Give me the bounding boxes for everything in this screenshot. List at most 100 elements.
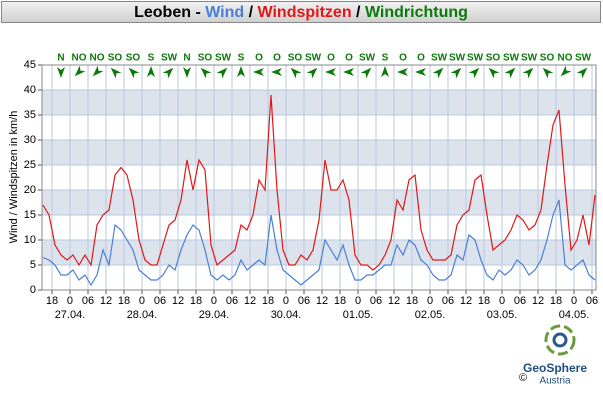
x-tick-label: 0: [67, 295, 73, 307]
x-tick-label: 06: [226, 295, 238, 307]
direction-label: S: [148, 53, 155, 64]
x-tick-label: 06: [586, 295, 598, 307]
direction-arrow: [576, 67, 588, 79]
direction-arrow: [183, 67, 191, 78]
band: [42, 240, 596, 265]
title-gusts: Windspitzen: [258, 4, 352, 21]
y-axis-label: Wind / Windspitzen in km/h: [8, 111, 20, 244]
direction-label: O: [417, 53, 425, 64]
direction-arrow: [74, 65, 86, 77]
direction-arrow: [147, 66, 155, 77]
title-separator: /: [244, 4, 257, 21]
date-label: 27.04.: [55, 309, 86, 321]
direction-arrow: [468, 67, 480, 79]
direction-label: SO: [288, 53, 303, 64]
date-label: 29.04.: [199, 309, 230, 321]
direction-label: N: [57, 53, 64, 64]
direction-arrow: [488, 67, 500, 79]
y-tick-label: 25: [24, 159, 36, 171]
direction-label: O: [327, 53, 335, 64]
direction-arrow: [560, 65, 572, 77]
direction-label: SW: [431, 53, 448, 64]
x-tick-label: 0: [283, 295, 289, 307]
direction-arrow: [432, 67, 444, 79]
direction-label: SO: [540, 53, 555, 64]
title-location: Leoben -: [134, 4, 205, 21]
y-tick-label: 15: [24, 209, 36, 221]
logo-icon: [552, 332, 568, 348]
direction-label: SW: [449, 53, 466, 64]
y-tick-label: 0: [30, 284, 36, 296]
x-tick-label: 0: [139, 295, 145, 307]
x-tick-label: 0: [427, 295, 433, 307]
direction-arrow: [343, 68, 354, 76]
chart-title: Leoben - Wind / Windspitzen / Windrichtu…: [134, 4, 468, 21]
x-tick-label: 06: [154, 295, 166, 307]
direction-label: SW: [215, 53, 232, 64]
direction-label: O: [273, 53, 281, 64]
direction-arrow: [57, 67, 65, 78]
x-tick-label: 0: [355, 295, 361, 307]
x-tick-label: 06: [514, 295, 526, 307]
band: [42, 190, 596, 215]
direction-arrow: [325, 68, 336, 76]
y-tick-label: 45: [24, 59, 36, 71]
direction-arrow: [271, 68, 282, 76]
direction-arrow: [237, 66, 245, 77]
band: [42, 140, 596, 165]
direction-label: S: [238, 53, 245, 64]
title-bar: [1, 1, 601, 23]
x-tick-label: 12: [532, 295, 544, 307]
direction-label: SW: [503, 53, 520, 64]
direction-label: SW: [161, 53, 178, 64]
direction-arrow: [92, 65, 104, 77]
x-tick-label: 0: [211, 295, 217, 307]
x-tick-label: 0: [499, 295, 505, 307]
direction-arrow: [200, 67, 212, 79]
direction-arrow: [415, 68, 426, 76]
x-tick-label: 12: [316, 295, 328, 307]
series-line: [42, 94, 596, 271]
direction-arrow: [381, 66, 389, 77]
direction-label: O: [255, 53, 263, 64]
direction-label: SO: [108, 53, 123, 64]
x-tick-label: 06: [298, 295, 310, 307]
x-tick-label: 0: [571, 295, 577, 307]
x-tick-label: 12: [244, 295, 256, 307]
x-tick-label: 06: [442, 295, 454, 307]
direction-arrow: [253, 68, 264, 76]
direction-arrow: [360, 67, 372, 79]
direction-label: SW: [575, 53, 592, 64]
direction-label: N: [183, 53, 190, 64]
x-tick-label: 18: [46, 295, 58, 307]
direction-arrow: [397, 68, 408, 76]
direction-label: SO: [198, 53, 213, 64]
date-label: 02.05.: [415, 309, 446, 321]
x-tick-label: 18: [550, 295, 562, 307]
direction-label: O: [345, 53, 353, 64]
y-tick-label: 10: [24, 234, 36, 246]
band: [42, 90, 596, 115]
date-label: 30.04.: [271, 309, 302, 321]
direction-arrow: [522, 67, 534, 79]
y-tick-label: 40: [24, 84, 36, 96]
direction-label: NO: [558, 53, 573, 64]
x-tick-label: 18: [334, 295, 346, 307]
direction-label: NO: [89, 53, 104, 64]
direction-label: SW: [359, 53, 376, 64]
direction-label: SW: [521, 53, 538, 64]
copyright: ©: [519, 372, 527, 384]
x-tick-label: 12: [172, 295, 184, 307]
y-tick-label: 30: [24, 134, 36, 146]
logo-icon: [544, 324, 576, 356]
direction-arrow: [290, 67, 302, 79]
logo-sub: Austria: [539, 376, 571, 387]
direction-arrow: [504, 67, 516, 79]
series-line: [42, 199, 596, 287]
direction-arrow: [110, 67, 122, 79]
y-tick-label: 5: [30, 259, 36, 271]
x-tick-label: 06: [82, 295, 94, 307]
direction-arrow: [306, 67, 318, 79]
direction-label: SW: [305, 53, 322, 64]
